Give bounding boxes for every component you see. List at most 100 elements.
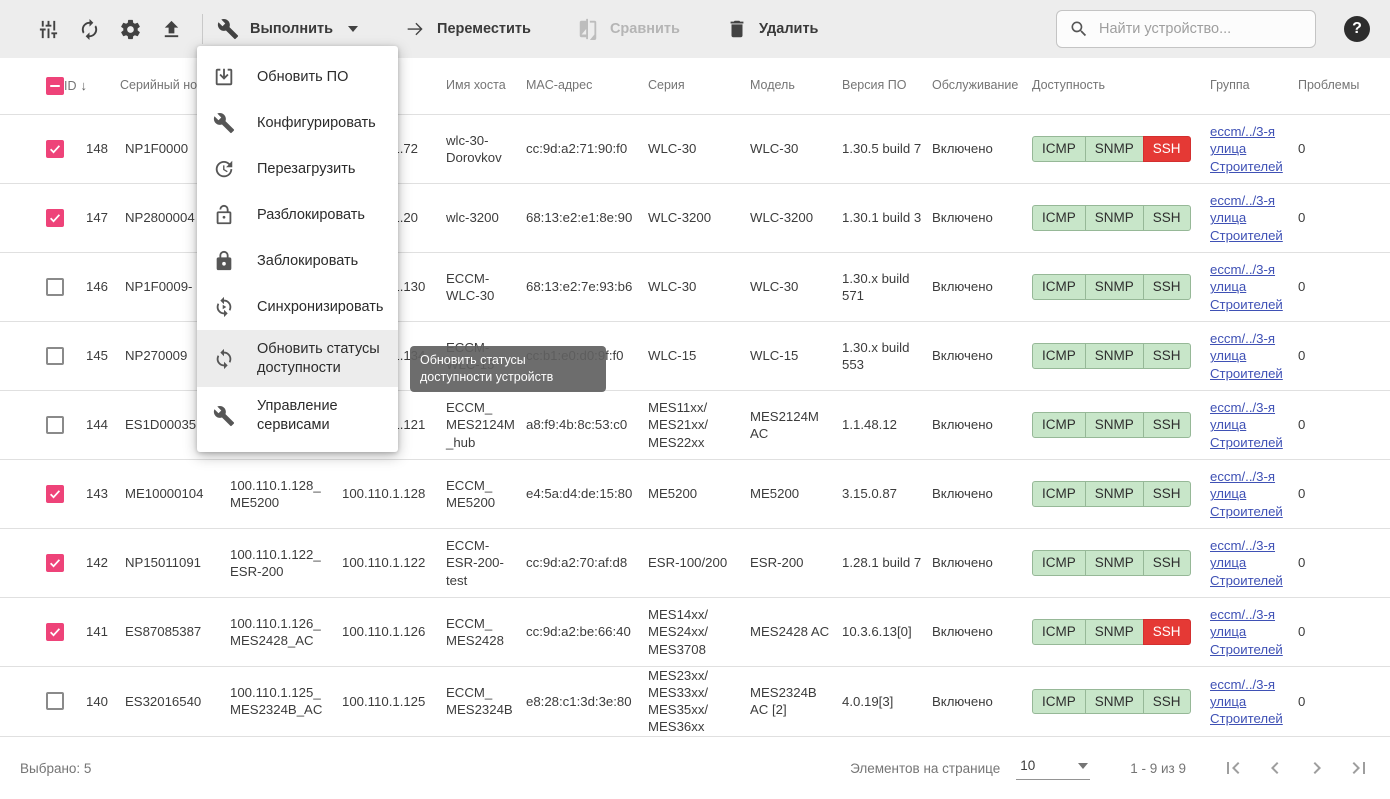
- previous-page-button[interactable]: [1262, 755, 1288, 781]
- table-row[interactable]: 147NP2800004100.110.1.20wlc-320068:13:e2…: [0, 184, 1390, 253]
- group-link[interactable]: eccm/../3-я улица Строителей: [1210, 331, 1283, 381]
- menu-item-refresh-availability[interactable]: Обновить статусы доступности: [197, 330, 398, 387]
- table-row[interactable]: 143 ME10000104 100.110.1.128_​ME5200 100.11…: [0, 460, 1390, 529]
- firmware-version: 10.3.6.13[0]: [842, 624, 912, 640]
- table-header: ID ↓ Серийный номер Имя хоста MAC-адрес С…: [0, 58, 1390, 115]
- row-checkbox[interactable]: [46, 416, 64, 434]
- table-row[interactable]: 140 ES32016540 100.110.1.125_​MES2324B_​AC…: [0, 667, 1390, 737]
- settings-gear-icon: [119, 18, 142, 41]
- row-checkbox[interactable]: [46, 485, 64, 503]
- device-id: 141: [86, 624, 109, 640]
- refresh-button[interactable]: [77, 17, 101, 41]
- last-page-button[interactable]: [1346, 755, 1372, 781]
- row-checkbox[interactable]: [46, 623, 64, 641]
- availability-badges: ICMP SNMP SSH: [1032, 274, 1191, 300]
- problems-count: 0: [1298, 279, 1306, 295]
- tune-filter-button[interactable]: [36, 17, 60, 41]
- hostname: ECCM_​MES2324B: [446, 685, 513, 718]
- settings-button[interactable]: [118, 17, 142, 41]
- compare-button[interactable]: Сравнить: [577, 18, 680, 40]
- group-link[interactable]: eccm/../3-я улица Строителей: [1210, 607, 1283, 657]
- maintenance-status: Включено: [932, 141, 993, 157]
- search-icon: [1069, 19, 1089, 39]
- upload-button[interactable]: [159, 17, 183, 41]
- next-page-button[interactable]: [1304, 755, 1330, 781]
- availability-badge-ssh: SSH: [1142, 550, 1191, 576]
- page-range: 1 - 9 из 9: [1130, 760, 1186, 776]
- row-checkbox[interactable]: [46, 209, 64, 227]
- row-checkbox[interactable]: [46, 554, 64, 572]
- firmware-version: 1.1.48.12: [842, 417, 897, 433]
- row-checkbox[interactable]: [46, 692, 64, 711]
- group-link[interactable]: eccm/../3-я улица Строителей: [1210, 538, 1283, 588]
- refresh-statuses-icon: [213, 348, 235, 370]
- serial-number: ES32016540: [125, 693, 202, 709]
- move-button[interactable]: Переместить: [404, 18, 531, 40]
- menu-item-unlock[interactable]: Разблокировать: [197, 192, 398, 238]
- model: ESR-200: [750, 555, 804, 571]
- model: WLC-15: [750, 348, 799, 364]
- problems-count: 0: [1298, 417, 1306, 433]
- serial-number: NP270009: [125, 348, 188, 364]
- group-link[interactable]: eccm/../3-я улица Строителей: [1210, 469, 1283, 519]
- services-wrench-icon: [213, 405, 235, 427]
- arrow-right-icon: [404, 18, 426, 40]
- select-all-checkbox[interactable]: [46, 77, 64, 95]
- firmware-version: 1.28.1 build 7: [842, 555, 922, 571]
- column-header-model: Модель: [750, 78, 795, 93]
- row-checkbox[interactable]: [46, 278, 64, 296]
- series: MES14xx/​MES24xx/​MES3708: [648, 607, 709, 657]
- row-checkbox[interactable]: [46, 140, 64, 158]
- compare-icon: [577, 18, 599, 40]
- firmware-version: 1.30.1 build 3: [842, 210, 922, 226]
- group-link[interactable]: eccm/../3-я улица Строителей: [1210, 676, 1283, 726]
- table-footer: Выбрано: 5 Элементов на странице 10 1 - …: [0, 737, 1390, 799]
- table-row[interactable]: 148NP1F0000100.110.1.72wlc-30-Dorovkovcc…: [0, 115, 1390, 184]
- device-id: 140: [86, 693, 109, 709]
- reboot-clock-icon: [213, 158, 235, 180]
- table-row[interactable]: 145NP270009100.110.1.134ECCM-WLC-15cc:b1…: [0, 322, 1390, 391]
- serial-number: NP2800004: [125, 210, 195, 226]
- column-header-group: Группа: [1210, 78, 1250, 93]
- column-header-maintenance: Обслуживание: [932, 78, 1019, 93]
- lock-icon: [213, 250, 235, 272]
- items-per-page-select[interactable]: 10: [1016, 756, 1091, 781]
- menu-item-synchronize[interactable]: Синхронизировать: [197, 284, 398, 330]
- group-link[interactable]: eccm/../3-я улица Строителей: [1210, 193, 1283, 243]
- first-page-button[interactable]: [1220, 755, 1246, 781]
- device-id: 148: [86, 141, 109, 157]
- upload-icon: [160, 18, 183, 41]
- availability-badge-icmp: ICMP: [1032, 136, 1086, 162]
- table-row[interactable]: 146NP1F0009-100.110.1.130ECCM-WLC-3068:1…: [0, 253, 1390, 322]
- help-button[interactable]: ?: [1344, 16, 1370, 42]
- group-link[interactable]: eccm/../3-я улица Строителей: [1210, 124, 1283, 174]
- question-mark-icon: ?: [1352, 20, 1362, 37]
- wrench-icon: [213, 112, 235, 134]
- menu-item-lock[interactable]: Заблокировать: [197, 238, 398, 284]
- device-id: 142: [86, 555, 109, 571]
- column-header-id[interactable]: ID ↓: [64, 77, 87, 93]
- availability-badge-icmp: ICMP: [1032, 688, 1086, 715]
- move-label: Переместить: [437, 21, 531, 37]
- search-input[interactable]: [1099, 21, 1303, 37]
- hostname: ECCM_​MES2124M_​hub: [446, 400, 515, 450]
- group-link[interactable]: eccm/../3-я улица Строителей: [1210, 262, 1283, 312]
- menu-item-update-firmware[interactable]: Обновить ПО: [197, 54, 398, 100]
- availability-badge-icmp: ICMP: [1032, 343, 1086, 369]
- mac-address: cc:9d:a2:be:66:40: [526, 624, 631, 640]
- mac-address: cc:9d:a2:70:af:d8: [526, 555, 628, 571]
- table-row[interactable]: 141 ES87085387 100.110.1.126_​MES2428_​AC 1…: [0, 598, 1390, 667]
- group-link[interactable]: eccm/../3-я улица Строителей: [1210, 400, 1283, 450]
- menu-item-reboot[interactable]: Перезагрузить: [197, 146, 398, 192]
- row-checkbox[interactable]: [46, 347, 64, 365]
- menu-item-configure[interactable]: Конфигурировать: [197, 100, 398, 146]
- table-row[interactable]: 142 NP15011091 100.110.1.122_​ESR-200 100.1…: [0, 529, 1390, 598]
- mac-address: 68:13:e2:e1:8e:90: [526, 210, 633, 226]
- delete-button[interactable]: Удалить: [726, 18, 818, 40]
- ip-address: 100.110.1.128: [342, 486, 426, 502]
- serial-number: NP1F0000: [125, 141, 189, 157]
- availability-badge-icmp: ICMP: [1032, 619, 1086, 645]
- execute-button[interactable]: Выполнить: [217, 18, 359, 40]
- menu-item-manage-services[interactable]: Управление сервисами: [197, 387, 398, 444]
- model: MES2124M AC: [750, 408, 819, 441]
